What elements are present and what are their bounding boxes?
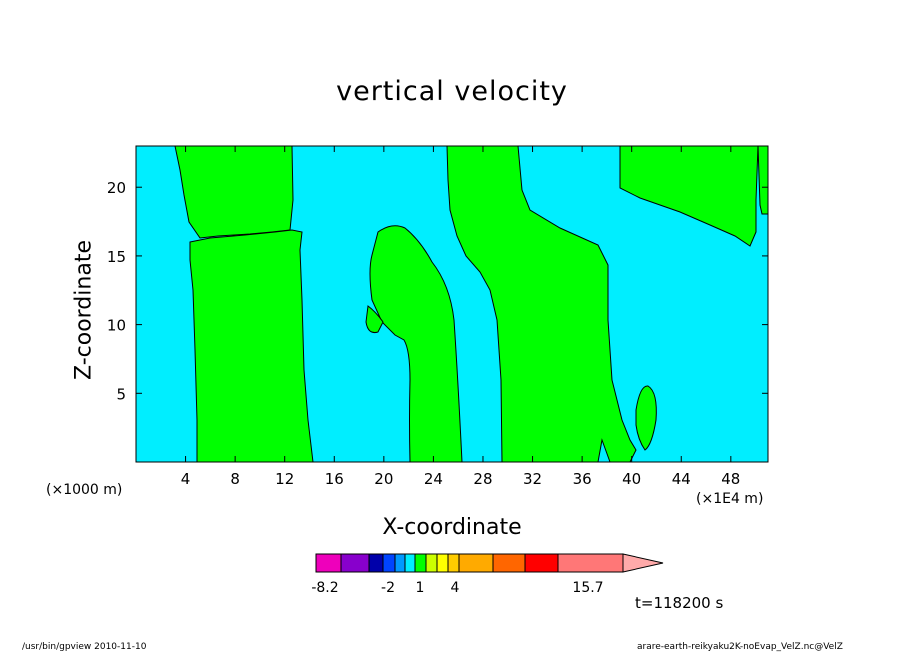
chart-title: vertical velocity — [336, 76, 568, 107]
x-tick-label: 4 — [181, 470, 191, 488]
positive-region-3 — [369, 225, 463, 462]
x-tick-label: 16 — [325, 470, 344, 488]
colorbar-swatch — [524, 553, 559, 573]
x-tick-label: 48 — [721, 470, 740, 488]
plot-frame — [135, 145, 769, 463]
x-axis-scale: (×1E4 m) — [696, 491, 764, 507]
y-ticks: 5 10 15 20 — [107, 179, 768, 403]
positive-region-1 — [136, 146, 294, 239]
colorbar-swatch — [368, 553, 384, 573]
colorbar-swatch — [382, 553, 396, 573]
colorbar-swatch — [404, 553, 416, 573]
colorbar-tick-label: 4 — [451, 580, 460, 596]
colorbar-swatch — [340, 553, 370, 573]
y-tick-label: 20 — [107, 179, 126, 197]
x-tick-label: 28 — [473, 470, 492, 488]
x-tick-label: 40 — [622, 470, 641, 488]
y-tick-label: 10 — [107, 317, 126, 335]
colorbar-extension-arrow — [622, 553, 664, 573]
colorbar-tick-label: 15.7 — [572, 580, 603, 596]
colorbar-swatch — [315, 553, 342, 573]
positive-region-5 — [446, 146, 637, 462]
x-tick-label: 12 — [275, 470, 294, 488]
colorbar-swatch — [557, 553, 624, 573]
colorbar-swatch — [436, 553, 449, 573]
x-axis-unit: (×1000 m) — [46, 482, 123, 498]
positive-regions — [136, 146, 768, 462]
positive-region-6 — [635, 385, 657, 451]
x-tick-label: 44 — [672, 470, 691, 488]
positive-region-4 — [365, 305, 384, 333]
colorbar-swatch — [414, 553, 427, 573]
colorbar-swatch — [458, 553, 494, 573]
x-tick-label: 32 — [523, 470, 542, 488]
x-axis-label: X-coordinate — [382, 515, 522, 540]
positive-region-7 — [619, 146, 768, 247]
x-tick-label: 24 — [424, 470, 443, 488]
colorbar-tick-label: -8.2 — [311, 580, 338, 596]
colorbar: -8.2 -2 1 4 15.7 — [311, 553, 664, 596]
colorbar-tick-label: 1 — [416, 580, 425, 596]
x-tick-label: 20 — [374, 470, 393, 488]
x-ticks: 4 8 12 16 20 24 28 32 36 40 44 48 — [181, 146, 740, 488]
y-tick-label: 15 — [107, 248, 126, 266]
colorbar-swatch — [394, 553, 406, 573]
footer-left: /usr/bin/gpview 2010-11-10 — [22, 642, 147, 652]
colorbar-tick-label: -2 — [381, 580, 395, 596]
footer-right: arare-earth-reikyaku2K-noEvap_VelZ.nc@Ve… — [637, 642, 843, 652]
positive-region-2 — [189, 229, 314, 462]
colorbar-swatch — [447, 553, 460, 573]
colorbar-swatch — [425, 553, 438, 573]
time-annotation: t=118200 s — [635, 594, 724, 612]
colorbar-swatch — [492, 553, 526, 573]
x-tick-label: 36 — [573, 470, 592, 488]
y-tick-label: 5 — [116, 385, 126, 403]
x-tick-label: 8 — [230, 470, 240, 488]
